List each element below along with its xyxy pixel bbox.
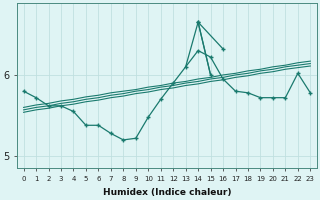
X-axis label: Humidex (Indice chaleur): Humidex (Indice chaleur) <box>103 188 231 197</box>
